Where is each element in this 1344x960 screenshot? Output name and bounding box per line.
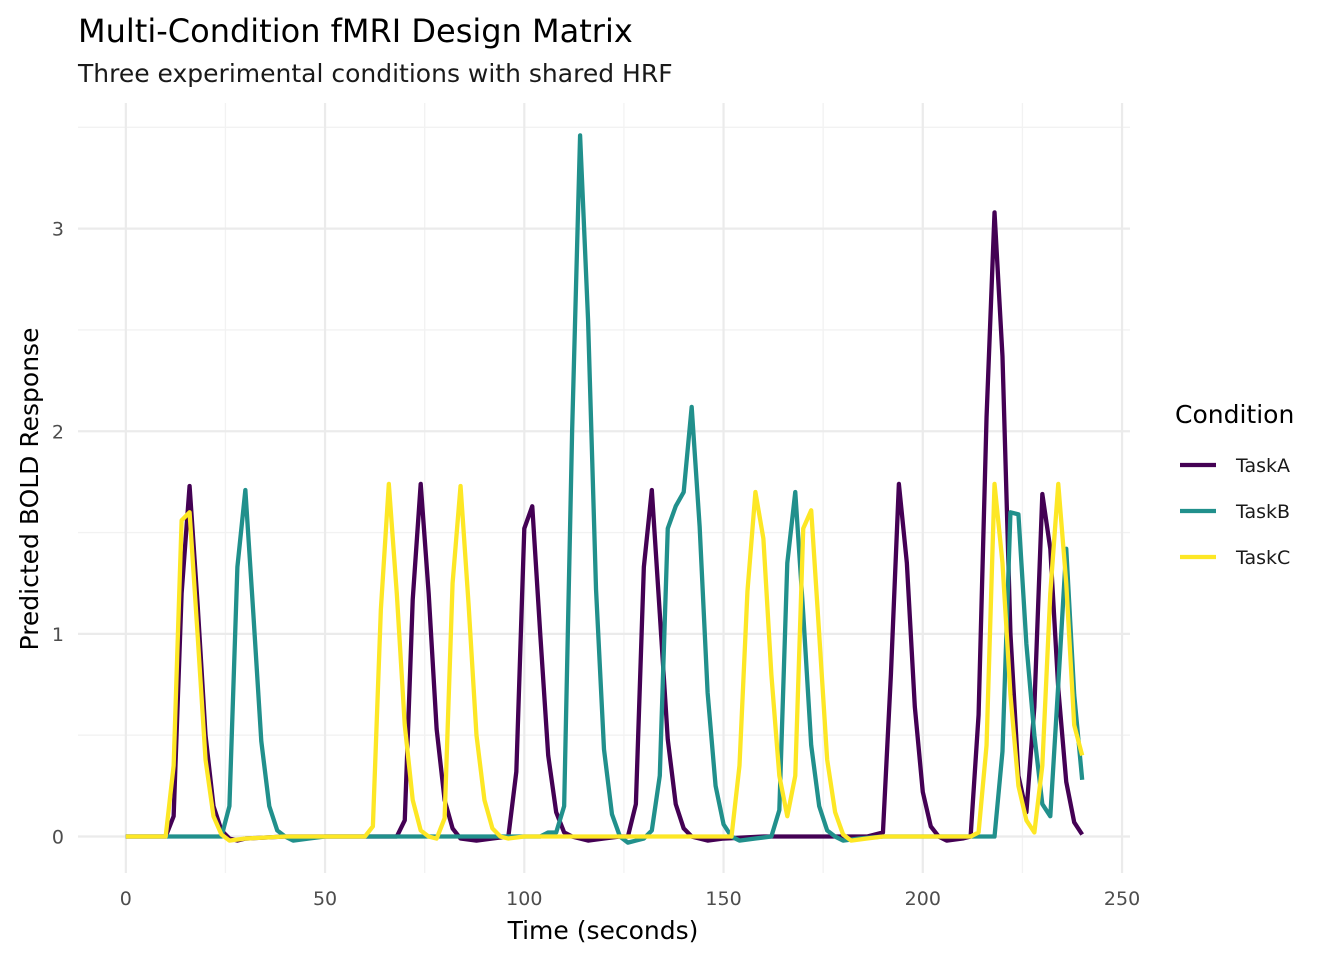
legend-title: Condition	[1175, 400, 1294, 429]
x-axis-ticks: 0 50 100 150 200 250	[120, 888, 1140, 910]
y-tick-label: 0	[52, 827, 64, 849]
series-line-taskb	[125, 133, 1085, 845]
y-tick-label: 3	[52, 219, 64, 241]
y-tick-label: 1	[52, 624, 64, 646]
x-tick-label: 200	[905, 888, 941, 910]
legend: Condition TaskA TaskB TaskC	[1175, 400, 1294, 569]
series-layer	[125, 133, 1085, 845]
legend-items: TaskA TaskB TaskC	[1180, 455, 1290, 569]
x-axis-title: Time (seconds)	[507, 916, 699, 945]
grid	[78, 103, 1130, 873]
chart-title: Multi-Condition fMRI Design Matrix	[78, 12, 633, 50]
legend-label-taska: TaskA	[1235, 455, 1290, 477]
legend-label-taskc: TaskC	[1235, 547, 1290, 569]
legend-item-taskb: TaskB	[1180, 501, 1290, 523]
chart-subtitle: Three experimental conditions with share…	[77, 59, 673, 88]
legend-item-taska: TaskA	[1180, 455, 1290, 477]
x-tick-label: 150	[705, 888, 741, 910]
x-tick-label: 100	[506, 888, 542, 910]
x-tick-label: 50	[313, 888, 337, 910]
y-axis-ticks: 0 1 2 3	[52, 219, 64, 849]
x-tick-label: 0	[120, 888, 132, 910]
series-line-taskc	[125, 481, 1085, 843]
legend-label-taskb: TaskB	[1235, 501, 1290, 523]
x-tick-label: 250	[1104, 888, 1140, 910]
y-axis-title: Predicted BOLD Response	[15, 328, 44, 651]
legend-item-taskc: TaskC	[1180, 547, 1290, 569]
y-tick-label: 2	[52, 421, 64, 443]
